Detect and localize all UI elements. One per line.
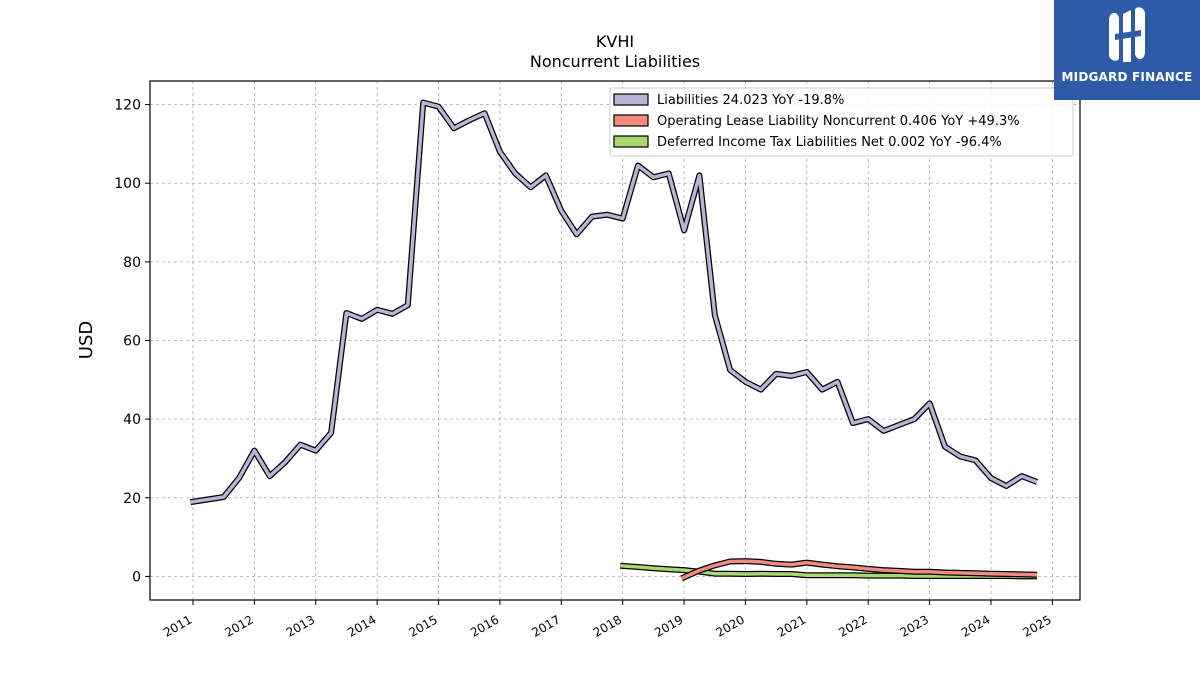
y-tick-label: 120 bbox=[114, 98, 141, 114]
legend-swatch-deferred-tax bbox=[613, 135, 649, 148]
series-layer bbox=[190, 99, 1039, 582]
x-tick-label: 2018 bbox=[591, 612, 624, 639]
series-line-operating-lease bbox=[680, 559, 1038, 580]
x-axis-ticks: 2011 2012 2013 2014 2015 2016 2017 2018 2019 2020… bbox=[161, 600, 1054, 640]
legend-swatch-liabilities bbox=[613, 93, 649, 106]
y-tick-label: 60 bbox=[123, 334, 141, 350]
grid bbox=[150, 81, 1080, 600]
y-tick-label: 80 bbox=[123, 255, 141, 271]
x-tick-label: 2023 bbox=[898, 612, 931, 639]
legend-label-deferred-tax: Deferred Income Tax Liabilities Net 0.00… bbox=[657, 135, 1002, 150]
x-tick-label: 2024 bbox=[959, 612, 992, 639]
midgard-logo-icon bbox=[1109, 7, 1145, 62]
y-tick-label: 40 bbox=[123, 412, 141, 428]
x-tick-label: 2013 bbox=[284, 612, 317, 639]
y-tick-label: 0 bbox=[132, 569, 141, 585]
x-tick-label: 2016 bbox=[468, 612, 501, 639]
y-axis-ticks: 0 20 40 60 80 100 120 bbox=[114, 98, 150, 585]
legend-box bbox=[609, 87, 1074, 157]
x-tick-label: 2011 bbox=[161, 612, 194, 639]
x-tick-label: 2019 bbox=[652, 612, 685, 639]
chart-subtitle: Noncurrent Liabilities bbox=[530, 52, 700, 71]
legend-label-operating-lease: Operating Lease Liability Noncurrent 0.4… bbox=[657, 114, 1020, 129]
legend-label-liabilities: Liabilities 24.023 YoY -19.8% bbox=[657, 93, 844, 108]
x-tick-label: 2022 bbox=[836, 612, 869, 639]
x-tick-label: 2021 bbox=[775, 612, 808, 639]
series-line-liabilities-outline bbox=[190, 99, 1039, 506]
x-tick-label: 2012 bbox=[222, 612, 255, 639]
series-line-liabilities bbox=[190, 100, 1038, 504]
x-tick-label: 2025 bbox=[1020, 612, 1053, 639]
legend: Liabilities 24.023 YoY -19.8% Operating … bbox=[609, 87, 1074, 157]
y-tick-label: 20 bbox=[123, 491, 141, 507]
brand-logo: MIDGARD FINANCE bbox=[1054, 0, 1200, 100]
brand-name: MIDGARD FINANCE bbox=[1061, 70, 1193, 84]
y-tick-label: 100 bbox=[114, 176, 141, 192]
x-tick-label: 2017 bbox=[529, 612, 562, 639]
legend-swatch-operating-lease bbox=[613, 114, 649, 127]
x-tick-label: 2014 bbox=[345, 612, 378, 639]
x-tick-label: 2015 bbox=[407, 612, 440, 639]
chart-title: KVHI bbox=[596, 32, 634, 51]
y-axis-label: USD bbox=[76, 321, 97, 359]
x-tick-label: 2020 bbox=[713, 612, 746, 639]
